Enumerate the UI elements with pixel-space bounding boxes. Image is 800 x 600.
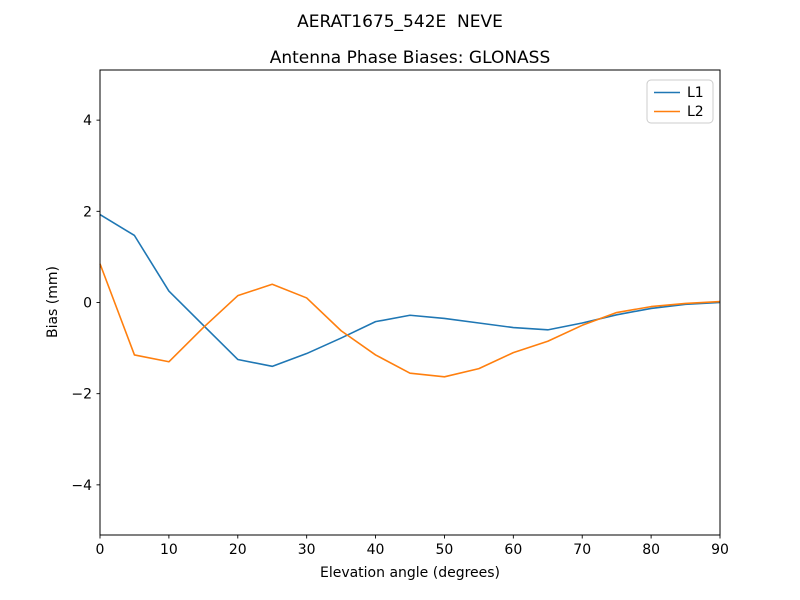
x-tick-label: 80 [642,542,660,558]
x-tick-label: 70 [573,542,591,558]
x-tick-label: 60 [504,542,522,558]
y-tick-label: 0 [83,296,92,312]
series-l2-line [99,263,721,378]
series-l1-line [99,213,721,368]
plot-border [99,69,721,536]
axes-title: Antenna Phase Biases: GLONASS [270,48,551,68]
legend-label-l2: L2 [687,104,704,120]
y-tick-label: −4 [71,478,92,494]
legend-label-l1: L1 [687,85,704,101]
x-tick-label: 10 [160,542,178,558]
y-tick-label: 4 [83,113,92,129]
x-tick-label: 90 [711,542,729,558]
y-tick-label: 2 [83,204,92,220]
x-tick-label: 30 [298,542,316,558]
figure-title: AERAT1675_542E NEVE [297,12,503,32]
x-tick-label: 50 [436,542,454,558]
x-tick-label: 20 [229,542,247,558]
x-tick-label: 0 [96,542,105,558]
y-tick-label: −2 [71,387,92,403]
x-tick-label: 40 [367,542,385,558]
x-axis-label: Elevation angle (degrees) [320,565,500,581]
y-axis-label: Bias (mm) [45,266,61,338]
